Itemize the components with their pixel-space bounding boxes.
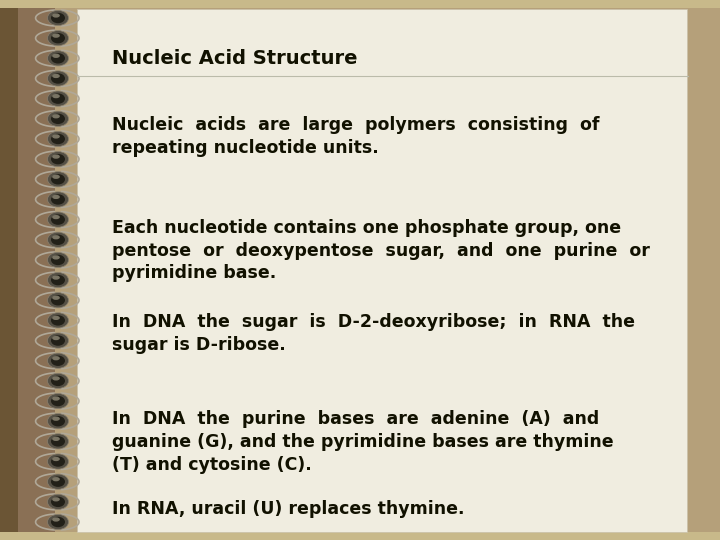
Ellipse shape	[52, 316, 60, 320]
Ellipse shape	[51, 234, 65, 245]
Ellipse shape	[51, 113, 65, 124]
Ellipse shape	[52, 477, 60, 481]
Ellipse shape	[52, 154, 60, 159]
Ellipse shape	[52, 74, 60, 78]
Bar	[0, 532, 720, 540]
Ellipse shape	[52, 94, 60, 98]
Ellipse shape	[48, 212, 68, 227]
Ellipse shape	[52, 517, 60, 522]
Ellipse shape	[48, 51, 68, 66]
Bar	[0, 8, 18, 532]
Ellipse shape	[52, 336, 60, 340]
Text: In  DNA  the  purine  bases  are  adenine  (A)  and
guanine (G), and the pyrimid: In DNA the purine bases are adenine (A) …	[112, 410, 613, 474]
Ellipse shape	[48, 454, 68, 469]
Ellipse shape	[48, 394, 68, 409]
Ellipse shape	[48, 111, 68, 126]
Ellipse shape	[48, 152, 68, 167]
Ellipse shape	[52, 53, 60, 58]
Text: In  DNA  the  sugar  is  D-2-deoxyribose;  in  RNA  the
sugar is D-ribose.: In DNA the sugar is D-2-deoxyribose; in …	[112, 313, 634, 354]
Ellipse shape	[48, 313, 68, 328]
Ellipse shape	[51, 174, 65, 185]
Bar	[0, 8, 55, 532]
Ellipse shape	[52, 14, 60, 18]
Text: Nucleic Acid Structure: Nucleic Acid Structure	[112, 49, 357, 68]
Ellipse shape	[48, 10, 68, 25]
Ellipse shape	[51, 295, 65, 306]
Ellipse shape	[51, 53, 65, 64]
Ellipse shape	[52, 396, 60, 401]
Ellipse shape	[51, 497, 65, 507]
Ellipse shape	[52, 376, 60, 381]
Ellipse shape	[51, 476, 65, 487]
Ellipse shape	[52, 195, 60, 199]
Ellipse shape	[48, 353, 68, 368]
Ellipse shape	[52, 174, 60, 179]
Ellipse shape	[52, 457, 60, 461]
Ellipse shape	[48, 373, 68, 388]
Ellipse shape	[52, 235, 60, 239]
Ellipse shape	[51, 396, 65, 406]
Ellipse shape	[51, 517, 65, 527]
Text: Nucleic  acids  are  large  polymers  consisting  of
repeating nucleotide units.: Nucleic acids are large polymers consist…	[112, 116, 599, 157]
Ellipse shape	[52, 114, 60, 118]
Ellipse shape	[51, 93, 65, 104]
Ellipse shape	[48, 232, 68, 247]
Ellipse shape	[52, 295, 60, 300]
Ellipse shape	[48, 333, 68, 348]
Ellipse shape	[51, 194, 65, 205]
Ellipse shape	[51, 214, 65, 225]
Ellipse shape	[51, 416, 65, 427]
Ellipse shape	[48, 252, 68, 267]
Ellipse shape	[51, 33, 65, 43]
Ellipse shape	[52, 356, 60, 360]
Ellipse shape	[48, 71, 68, 86]
Ellipse shape	[51, 154, 65, 164]
Ellipse shape	[48, 31, 68, 46]
Ellipse shape	[52, 437, 60, 441]
Ellipse shape	[52, 215, 60, 219]
Ellipse shape	[48, 494, 68, 509]
Ellipse shape	[52, 275, 60, 280]
Ellipse shape	[48, 172, 68, 187]
Ellipse shape	[52, 497, 60, 502]
Ellipse shape	[52, 134, 60, 139]
Ellipse shape	[48, 293, 68, 308]
Ellipse shape	[51, 335, 65, 346]
Ellipse shape	[48, 434, 68, 449]
Ellipse shape	[52, 416, 60, 421]
Ellipse shape	[48, 414, 68, 429]
Ellipse shape	[51, 436, 65, 447]
Ellipse shape	[48, 273, 68, 288]
Ellipse shape	[51, 275, 65, 285]
Ellipse shape	[51, 73, 65, 84]
Ellipse shape	[51, 355, 65, 366]
Ellipse shape	[51, 13, 65, 23]
Ellipse shape	[52, 33, 60, 38]
Ellipse shape	[51, 255, 65, 265]
Ellipse shape	[48, 131, 68, 146]
Ellipse shape	[51, 456, 65, 467]
Ellipse shape	[52, 255, 60, 260]
Text: Each nucleotide contains one phosphate group, one
pentose  or  deoxypentose  sug: Each nucleotide contains one phosphate g…	[112, 219, 649, 282]
Ellipse shape	[51, 315, 65, 326]
Ellipse shape	[48, 515, 68, 530]
Bar	[77, 9, 687, 532]
Ellipse shape	[48, 91, 68, 106]
Bar	[0, 0, 720, 8]
Text: In RNA, uracil (U) replaces thymine.: In RNA, uracil (U) replaces thymine.	[112, 500, 464, 517]
Ellipse shape	[51, 134, 65, 144]
Ellipse shape	[51, 376, 65, 386]
Ellipse shape	[48, 192, 68, 207]
Ellipse shape	[48, 474, 68, 489]
